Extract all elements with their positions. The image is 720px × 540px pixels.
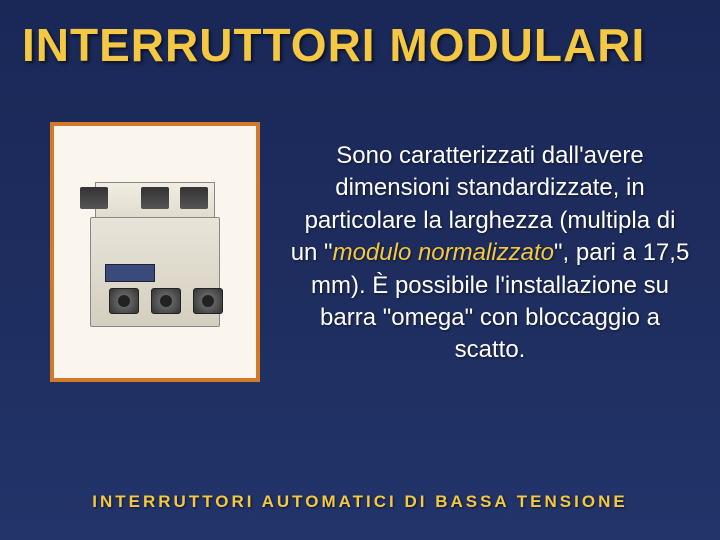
breaker-toggle-3 [80,187,108,209]
slide-title: INTERRUTTORI MODULARI [0,0,720,72]
content-row: Sono caratterizzati dall'avere dimension… [0,72,720,382]
breaker-toggle-1 [141,187,169,209]
breaker-rating-label [105,264,155,282]
description-italic-term: modulo normalizzato [333,239,554,266]
description-text: Sono caratterizzati dall'avere dimension… [290,122,690,367]
breaker-lower-housing [90,217,220,327]
breaker-terminal-2 [151,288,181,314]
product-image-frame [50,122,260,382]
breaker-toggle-2 [180,187,208,209]
circuit-breaker-illustration [80,157,230,347]
breaker-terminal-1 [109,288,139,314]
breaker-terminal-3 [193,288,223,314]
slide-footer: INTERRUTTORI AUTOMATICI DI BASSA TENSION… [0,492,720,512]
